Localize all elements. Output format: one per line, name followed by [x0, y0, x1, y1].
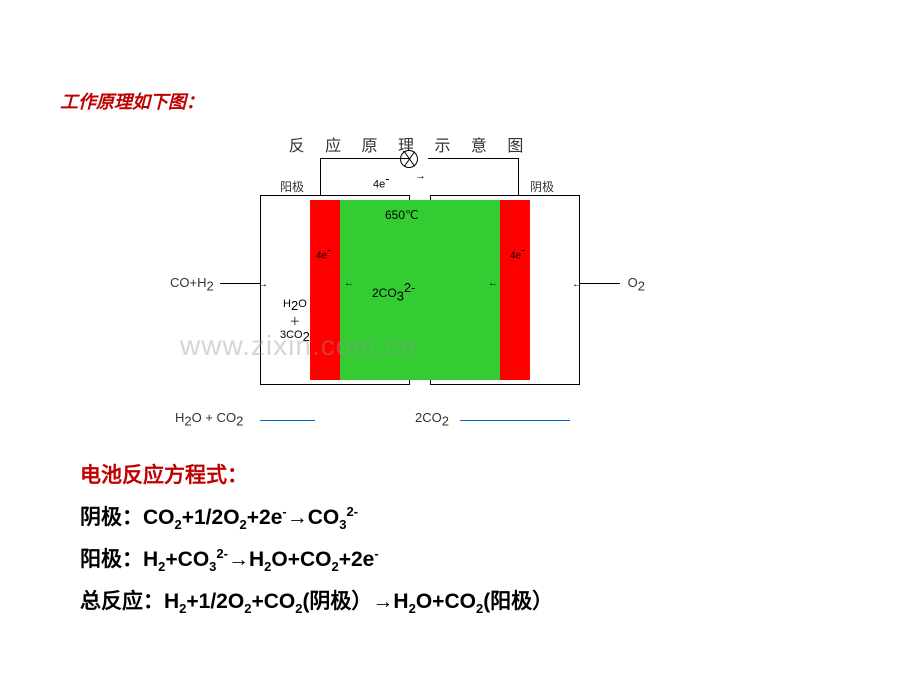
recycle-co2-label: 2CO2: [415, 410, 449, 429]
fuel-input-line: [220, 283, 260, 284]
wire-down-left: [320, 158, 321, 195]
anode-label: 阳极: [280, 178, 304, 195]
cathode-label: 阴极: [530, 178, 554, 195]
bulb-icon: [400, 150, 418, 168]
equations-block: 电池反应方程式： 阴极：CO2+1/2O2+2e-→CO32- 阳极：H2+CO…: [80, 455, 553, 623]
oxygen-input-line: [580, 283, 620, 284]
wire-left: [320, 158, 410, 159]
cathode-equation: 阴极：CO2+1/2O2+2e-→CO32-: [80, 497, 553, 539]
carbonate-arrow-right-icon: ←: [488, 278, 498, 289]
fuel-input-label: CO+H2: [170, 275, 214, 294]
section-title: 工作原理如下图：: [60, 88, 204, 114]
electron-flow-label: 4e-: [373, 171, 390, 191]
wire-down-right: [518, 158, 519, 195]
reaction-diagram: 反 应 原 理 示 意 图 4e- → 阳极 阴极 650℃ 2CO32- 4e…: [130, 120, 690, 440]
cathode-electrode: [500, 200, 530, 380]
exhaust-left-label: H2O + CO2: [175, 410, 243, 429]
watermark-text: www.zixin.com.cn: [180, 330, 417, 362]
recycle-line-right: [460, 420, 570, 421]
temperature-label: 650℃: [385, 208, 419, 222]
oxygen-input-label: O2: [628, 275, 645, 294]
fuel-arrow-icon: →: [258, 279, 268, 290]
wire-right: [428, 158, 518, 159]
electron-right-label: 4e-: [510, 242, 525, 261]
exhaust-line-left: [260, 420, 315, 421]
equations-heading: 电池反应方程式：: [80, 455, 553, 497]
electron-left-label: 4e-: [316, 242, 331, 261]
carbonate-arrow-left-icon: ←: [344, 278, 354, 289]
overall-equation: 总反应：H2+1/2O2+CO2(阴极）→H2O+CO2(阳极）: [80, 581, 553, 623]
oxygen-arrow-icon: ←: [572, 279, 582, 290]
anode-equation: 阳极：H2+CO32-→H2O+CO2+2e-: [80, 539, 553, 581]
electron-arrow-icon: →: [415, 170, 426, 182]
carbonate-ion-label: 2CO32-: [372, 280, 415, 303]
